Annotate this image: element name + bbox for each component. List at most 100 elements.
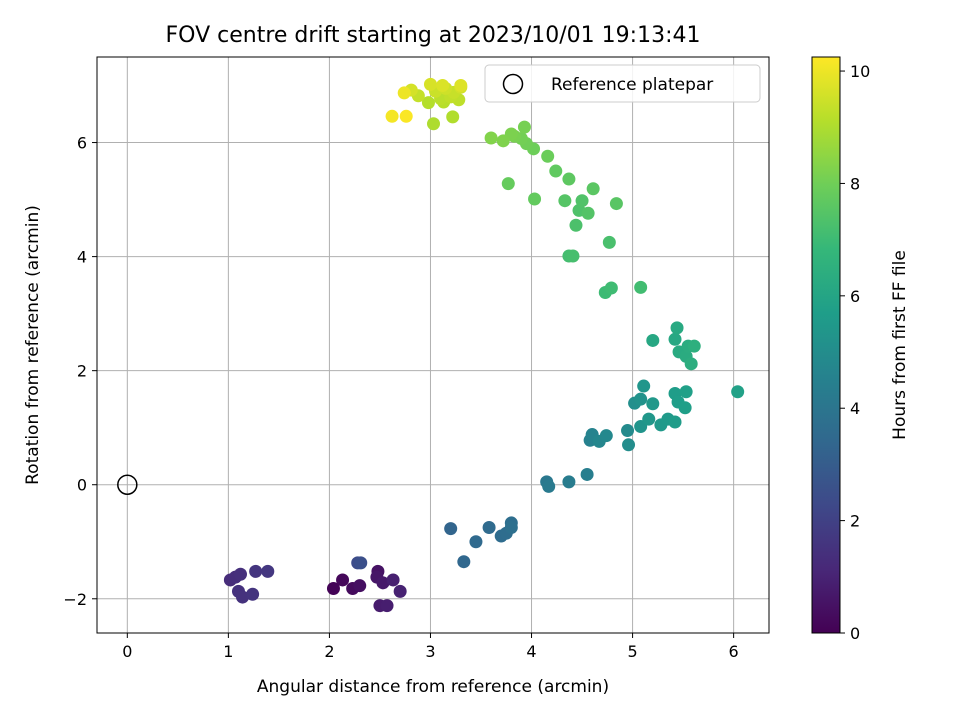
- colorbar: [811, 56, 841, 634]
- legend-box: [484, 64, 761, 103]
- x-tick-label: 1: [223, 642, 233, 661]
- x-tick-label: 5: [627, 642, 637, 661]
- colorbar-label: Hours from first FF file: [890, 250, 910, 440]
- y-tick-label: 2: [77, 362, 87, 381]
- data-point: [549, 164, 563, 178]
- data-point: [580, 467, 594, 481]
- data-point: [353, 579, 367, 593]
- data-point: [562, 172, 576, 186]
- data-points: [223, 77, 745, 613]
- data-point: [436, 79, 450, 93]
- data-point: [622, 438, 636, 452]
- data-point: [575, 194, 589, 208]
- data-point: [637, 379, 651, 393]
- y-axis-ticks: −2 0 2 4 6: [63, 134, 97, 609]
- colorbar-tick-label: 8: [850, 174, 860, 193]
- data-point: [684, 357, 698, 371]
- y-tick-label: 0: [77, 476, 87, 495]
- grid-lines: [97, 57, 769, 633]
- data-point: [236, 590, 250, 604]
- data-point: [246, 587, 260, 601]
- data-point: [386, 573, 400, 587]
- y-tick-label: −2: [63, 590, 87, 609]
- data-point: [634, 392, 648, 406]
- data-point: [634, 280, 648, 294]
- data-point: [427, 117, 441, 131]
- legend-reference-marker: [502, 73, 524, 95]
- data-point: [354, 556, 368, 570]
- data-point: [517, 120, 531, 134]
- y-tick-label: 4: [77, 248, 87, 267]
- data-point: [646, 333, 660, 347]
- data-point: [457, 555, 471, 569]
- colorbar-tick-label: 4: [850, 399, 860, 418]
- data-point: [528, 192, 542, 206]
- data-point: [642, 412, 656, 426]
- x-axis-label: Angular distance from reference (arcmin): [257, 677, 609, 697]
- data-point: [469, 535, 483, 549]
- data-point: [385, 109, 399, 123]
- data-point: [336, 573, 350, 587]
- x-tick-label: 4: [526, 642, 536, 661]
- data-point: [446, 110, 460, 124]
- data-point: [566, 249, 580, 263]
- data-point: [504, 520, 518, 534]
- data-point: [399, 109, 413, 123]
- data-point: [501, 177, 515, 191]
- legend-entry-label: Reference platepar: [551, 75, 713, 95]
- data-point: [484, 131, 498, 145]
- data-point: [599, 429, 613, 443]
- data-point: [397, 86, 411, 100]
- reference-platepar-marker: [117, 474, 138, 495]
- data-point: [678, 401, 692, 415]
- data-point: [679, 385, 693, 399]
- x-tick-label: 6: [729, 642, 739, 661]
- x-axis-ticks: 0 1 2 3 4 5 6: [122, 633, 739, 661]
- data-point: [542, 479, 556, 493]
- colorbar-ticks: 0 2 4 6 8 10: [840, 62, 870, 643]
- data-point: [444, 522, 458, 536]
- colorbar-tick-label: 10: [850, 62, 870, 81]
- y-axis-label: Rotation from reference (arcmin): [23, 205, 43, 485]
- data-point: [558, 194, 572, 208]
- plot-frame: [96, 56, 770, 634]
- colorbar-tick-label: 0: [850, 624, 860, 643]
- data-point: [609, 197, 623, 211]
- data-point: [668, 332, 682, 346]
- colorbar-tick-label: 6: [850, 287, 860, 306]
- data-point: [687, 339, 701, 353]
- data-point: [668, 415, 682, 429]
- y-tick-label: 6: [77, 134, 87, 153]
- data-point: [581, 206, 595, 220]
- data-point: [621, 424, 635, 438]
- data-point: [376, 576, 390, 590]
- data-point: [731, 385, 745, 399]
- data-point: [326, 582, 340, 596]
- data-point: [233, 567, 247, 581]
- data-point: [646, 397, 660, 411]
- x-tick-label: 3: [425, 642, 435, 661]
- reference-marker-group: [117, 474, 138, 495]
- data-point: [541, 149, 555, 163]
- data-point: [562, 475, 576, 489]
- chart-title: FOV centre drift starting at 2023/10/01 …: [166, 23, 701, 48]
- data-point: [482, 520, 496, 534]
- data-point: [586, 182, 600, 196]
- data-point: [423, 77, 437, 91]
- data-point: [604, 281, 618, 295]
- colorbar-tick-label: 2: [850, 512, 860, 531]
- data-point: [249, 564, 263, 578]
- data-point: [393, 584, 407, 598]
- data-point: [496, 134, 510, 148]
- legend: Reference platepar: [484, 64, 761, 103]
- data-point: [602, 235, 616, 249]
- data-point: [454, 79, 468, 93]
- x-tick-label: 0: [122, 642, 132, 661]
- data-point: [380, 599, 394, 613]
- x-tick-label: 2: [324, 642, 334, 661]
- data-point: [670, 321, 684, 335]
- data-point: [261, 564, 275, 578]
- data-point: [421, 96, 435, 110]
